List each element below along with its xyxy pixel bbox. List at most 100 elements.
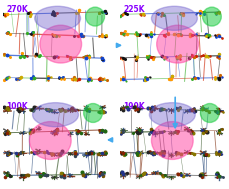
Point: [101, 10, 104, 13]
Point: [31, 75, 35, 78]
Point: [163, 152, 166, 155]
Point: [215, 55, 219, 58]
Point: [97, 34, 101, 37]
Point: [62, 77, 66, 80]
Point: [158, 172, 162, 175]
Point: [121, 129, 125, 132]
Point: [217, 78, 221, 81]
Point: [139, 174, 143, 177]
Point: [161, 175, 165, 178]
Point: [87, 78, 90, 81]
Point: [174, 152, 177, 155]
Point: [162, 13, 166, 16]
Point: [9, 152, 13, 155]
Point: [198, 174, 202, 177]
Point: [6, 152, 10, 155]
Point: [74, 151, 77, 154]
Text: 225K: 225K: [123, 5, 145, 14]
Point: [139, 14, 143, 17]
Point: [217, 52, 220, 55]
Point: [178, 54, 182, 57]
Point: [165, 55, 169, 58]
Point: [218, 12, 221, 15]
Point: [26, 12, 30, 15]
Point: [214, 110, 217, 113]
Point: [149, 33, 153, 36]
Point: [53, 55, 56, 58]
Point: [160, 54, 164, 57]
Point: [3, 78, 7, 81]
Point: [145, 54, 149, 57]
Point: [25, 55, 28, 58]
Point: [158, 130, 162, 133]
Point: [33, 54, 36, 57]
Point: [7, 108, 11, 111]
Point: [120, 58, 124, 61]
Point: [200, 175, 204, 178]
Point: [73, 75, 76, 78]
Point: [74, 154, 77, 157]
Point: [122, 172, 125, 175]
Point: [38, 174, 42, 177]
Point: [169, 77, 173, 80]
Point: [53, 132, 57, 135]
Point: [88, 76, 92, 79]
Ellipse shape: [30, 122, 71, 159]
Point: [31, 109, 35, 112]
Ellipse shape: [35, 6, 81, 30]
Point: [63, 110, 67, 113]
Point: [139, 132, 142, 135]
Point: [149, 130, 153, 133]
Point: [85, 55, 88, 58]
Point: [136, 153, 139, 156]
Point: [58, 109, 61, 112]
Point: [214, 36, 217, 39]
Point: [164, 34, 167, 37]
Point: [97, 11, 101, 14]
Point: [195, 12, 198, 15]
Point: [188, 56, 191, 59]
Point: [119, 15, 122, 18]
Point: [217, 174, 221, 177]
Point: [5, 152, 8, 155]
Point: [125, 106, 129, 109]
Point: [214, 12, 218, 15]
Point: [190, 78, 194, 81]
Point: [70, 77, 74, 80]
Point: [153, 151, 156, 154]
Point: [0, 132, 4, 135]
Point: [59, 172, 63, 175]
Point: [73, 35, 76, 38]
Point: [122, 107, 125, 110]
Point: [98, 78, 102, 81]
Point: [85, 108, 88, 111]
Point: [148, 150, 151, 153]
Point: [139, 12, 142, 15]
Point: [84, 108, 88, 111]
Point: [73, 109, 77, 112]
Point: [30, 78, 34, 81]
Point: [190, 108, 194, 112]
Point: [177, 106, 181, 109]
Point: [59, 172, 63, 175]
Point: [181, 12, 185, 15]
Point: [51, 35, 55, 38]
Point: [35, 152, 38, 155]
Point: [159, 14, 163, 17]
Point: [34, 53, 38, 56]
Point: [17, 78, 21, 81]
Point: [126, 107, 130, 110]
Point: [24, 174, 27, 177]
Point: [46, 79, 49, 82]
Point: [135, 129, 139, 132]
Point: [217, 129, 221, 132]
Point: [152, 131, 155, 134]
Point: [143, 13, 146, 16]
Point: [122, 131, 125, 134]
Point: [193, 107, 196, 110]
Point: [220, 153, 223, 156]
Point: [47, 110, 51, 113]
Point: [53, 33, 56, 36]
Point: [150, 128, 153, 131]
Point: [205, 130, 209, 133]
